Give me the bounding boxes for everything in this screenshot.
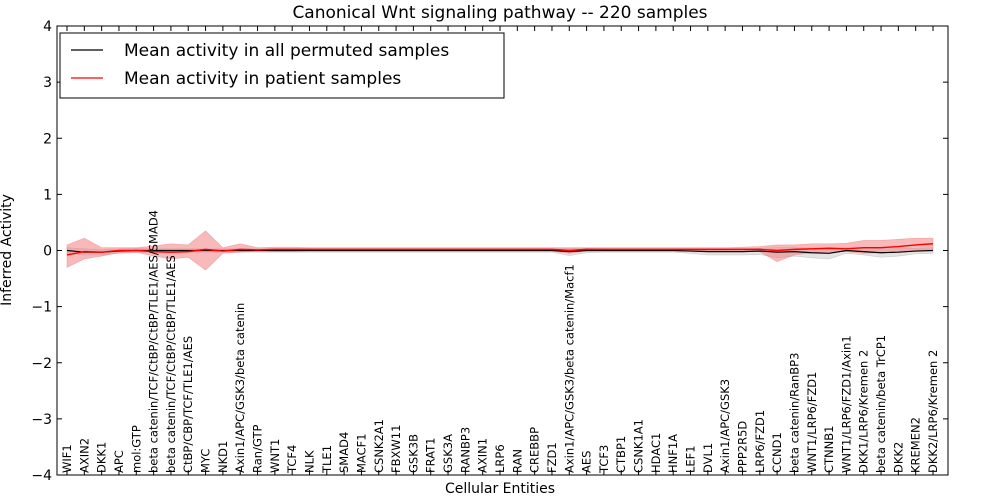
- line-series-1: [66, 243, 934, 256]
- x-tick-label: HNF1A: [666, 434, 680, 473]
- x-tick-label: TLE1: [320, 445, 334, 474]
- y-tick-label: −4: [31, 468, 52, 484]
- x-tick-label: CCND1: [770, 432, 784, 473]
- y-tick-label: 3: [43, 75, 52, 91]
- y-tick-label: −1: [31, 300, 52, 316]
- x-axis-label: Cellular Entities: [445, 481, 555, 497]
- x-tick-label: GSK3B: [406, 434, 420, 473]
- x-tick-label: MACF1: [354, 433, 368, 473]
- x-tick-label: CtBP/CBP/TCF/TLE1/AES: [181, 336, 195, 473]
- legend-box: [59, 32, 505, 99]
- legend: Mean activity in all permuted samples Me…: [59, 32, 505, 99]
- x-tick-label: TCF4: [285, 445, 299, 474]
- x-tick-label: LEF1: [684, 445, 698, 473]
- x-tick-label: Axin1/APC/GSK3/beta catenin/Macf1: [562, 264, 576, 473]
- x-tick-label: APC: [112, 450, 126, 473]
- x-tick-label: DVL1: [701, 443, 715, 473]
- x-tick-label: Ran/GTP: [251, 425, 265, 473]
- x-tick-label: KREMEN2: [909, 417, 923, 473]
- x-tick-label: MYC: [199, 449, 213, 473]
- x-tick-label: mol:GTP: [129, 425, 143, 473]
- x-tick-label: CSNK1A1: [632, 419, 646, 473]
- y-tick-label: 2: [43, 131, 52, 147]
- x-tick-label: WNT1/LRP6/FZD1: [805, 372, 819, 473]
- x-tick-label: RAN: [510, 449, 524, 473]
- x-tick-label: FBXW11: [389, 425, 403, 473]
- x-tick-label: FZD1: [545, 442, 559, 473]
- x-tick-label: TCF3: [597, 445, 611, 474]
- x-tick-label: SMAD4: [337, 432, 351, 473]
- x-tick-label: WNT1: [268, 439, 282, 473]
- y-axis-ticks: −4 −3 −2 −1 0 1 2 3 4: [31, 19, 948, 484]
- x-tick-label: AXIN2: [77, 438, 91, 473]
- x-tick-label: WNT1/LRP6/FZD1/Axin1: [839, 335, 853, 473]
- x-axis-ticks: WIF1 AXIN2 DKK1 APC mol:GTP beta catenin/TCF/…: [60, 26, 940, 475]
- x-tick-label: DKK2: [891, 442, 905, 473]
- x-tick-label: DKK2/LRP6/Kremen 2: [926, 350, 940, 473]
- x-tick-label: beta catenin/beta TrCP1: [874, 335, 888, 473]
- x-tick-label: beta catenin/RanBP3: [787, 353, 801, 473]
- x-tick-label: LRP6/FZD1: [753, 410, 767, 473]
- x-tick-label: WIF1: [60, 444, 74, 473]
- y-axis-label: Inferred Activity: [0, 194, 15, 306]
- x-tick-label: CREBBP: [528, 427, 542, 473]
- x-tick-label: AXIN1: [476, 438, 490, 473]
- x-tick-label: DKK1/LRP6/Kremen 2: [857, 350, 871, 473]
- x-tick-label: HDAC1: [649, 433, 663, 473]
- x-tick-label: FRAT1: [424, 438, 438, 473]
- x-tick-label: NKD1: [216, 441, 230, 473]
- series-lines: [66, 243, 934, 256]
- x-tick-label: CTBP1: [614, 436, 628, 473]
- x-tick-label: GSK3A: [441, 434, 455, 473]
- x-tick-label: Axin1/APC/GSK3: [718, 379, 732, 473]
- legend-label-permuted: Mean activity in all permuted samples: [124, 41, 449, 61]
- x-tick-label: beta catenin/TCF/CtBP/CtBP/TLE1/AES/SMAD…: [147, 210, 161, 473]
- chart-title: Canonical Wnt signaling pathway -- 220 s…: [292, 3, 707, 23]
- legend-label-patient: Mean activity in patient samples: [124, 69, 401, 89]
- x-tick-label: LRP6: [493, 444, 507, 473]
- x-tick-label: RANBP3: [458, 427, 472, 473]
- y-tick-label: 0: [43, 244, 52, 260]
- y-tick-label: −2: [31, 356, 52, 372]
- x-tick-label: PPP2R5D: [735, 421, 749, 473]
- y-tick-label: 1: [43, 187, 52, 203]
- y-tick-label: 4: [43, 19, 52, 35]
- x-tick-label: AES: [580, 451, 594, 473]
- x-tick-label: CTNNB1: [822, 426, 836, 473]
- x-tick-label: CSNK2A1: [372, 419, 386, 473]
- x-tick-label: beta catenin/TCF/CtBP/CtBP/TLE1/AES: [164, 255, 178, 473]
- x-tick-label: Axin1/APC/GSK3/beta catenin: [233, 303, 247, 473]
- x-tick-label: NLK: [302, 450, 316, 473]
- x-tick-label: DKK1: [95, 442, 109, 473]
- y-tick-label: −3: [31, 412, 52, 428]
